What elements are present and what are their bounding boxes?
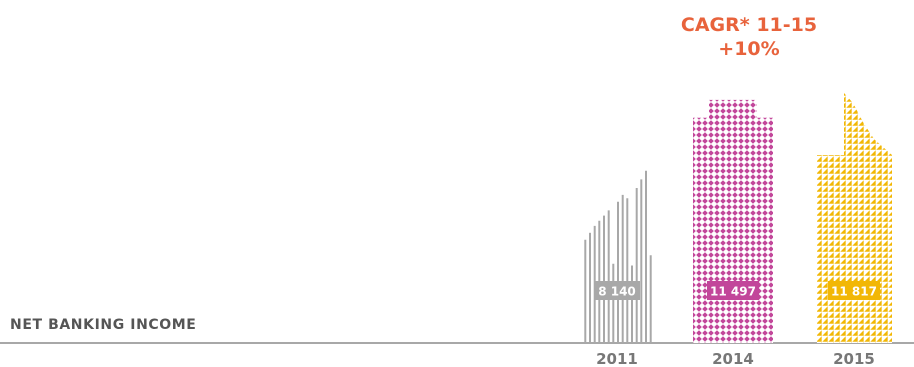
value-label-text: 11 497 bbox=[710, 285, 756, 299]
value-label-text: 8 140 bbox=[598, 285, 636, 299]
value-label-bg bbox=[707, 281, 759, 300]
bar-2015 bbox=[817, 93, 892, 343]
value-labels-group: 8 140 11 497 11 817 bbox=[594, 281, 880, 300]
bar-2011 bbox=[584, 170, 652, 343]
cagr-annotation-line2: +10% bbox=[718, 38, 779, 60]
tick-label-2014: 2014 bbox=[712, 350, 754, 367]
bars-group bbox=[584, 93, 892, 343]
tick-labels-group: 2011 2014 2015 bbox=[596, 350, 875, 367]
value-label-2014: 11 497 bbox=[707, 281, 759, 300]
value-label-bg bbox=[594, 281, 640, 300]
value-label-text: 11 817 bbox=[831, 285, 877, 299]
value-label-bg bbox=[828, 281, 880, 300]
tick-label-2011: 2011 bbox=[596, 350, 638, 367]
chart-title: NET BANKING INCOME bbox=[10, 317, 196, 333]
tick-label-2015: 2015 bbox=[833, 350, 875, 367]
value-label-2011: 8 140 bbox=[594, 281, 640, 300]
value-label-2015: 11 817 bbox=[828, 281, 880, 300]
bar-2014 bbox=[693, 99, 773, 343]
cagr-annotation-line1: CAGR* 11-15 bbox=[681, 14, 817, 36]
